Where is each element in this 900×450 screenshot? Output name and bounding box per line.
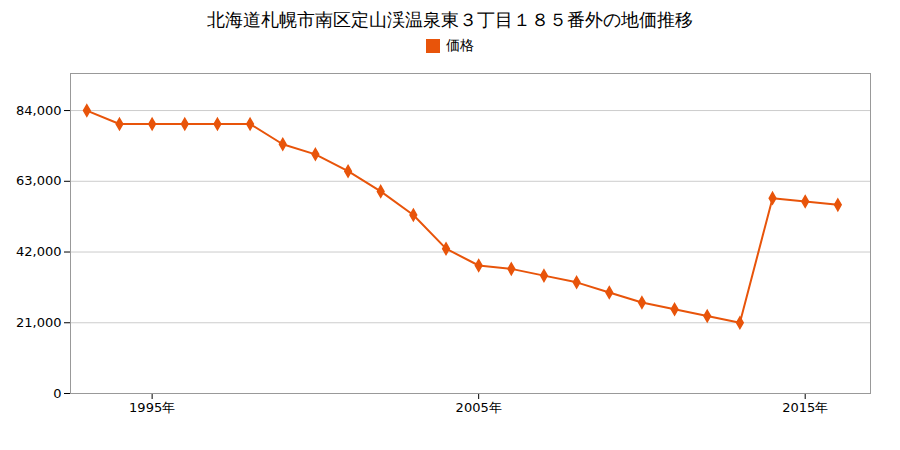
svg-text:2015年: 2015年 xyxy=(782,400,828,415)
svg-text:1995年: 1995年 xyxy=(129,400,175,415)
svg-text:42,000: 42,000 xyxy=(16,244,62,259)
svg-text:0: 0 xyxy=(53,386,61,401)
svg-text:84,000: 84,000 xyxy=(16,103,62,118)
svg-text:63,000: 63,000 xyxy=(16,173,62,188)
html-text:北海道札幌市南区定山渓温泉東３丁目１８５番外の地価推移: 北海道札幌市南区定山渓温泉東３丁目１８５番外の地価推移 xyxy=(207,9,693,30)
svg-text:2005年: 2005年 xyxy=(456,400,502,415)
html-text:価格: 価格 xyxy=(446,37,474,53)
svg-text:21,000: 21,000 xyxy=(16,315,62,330)
